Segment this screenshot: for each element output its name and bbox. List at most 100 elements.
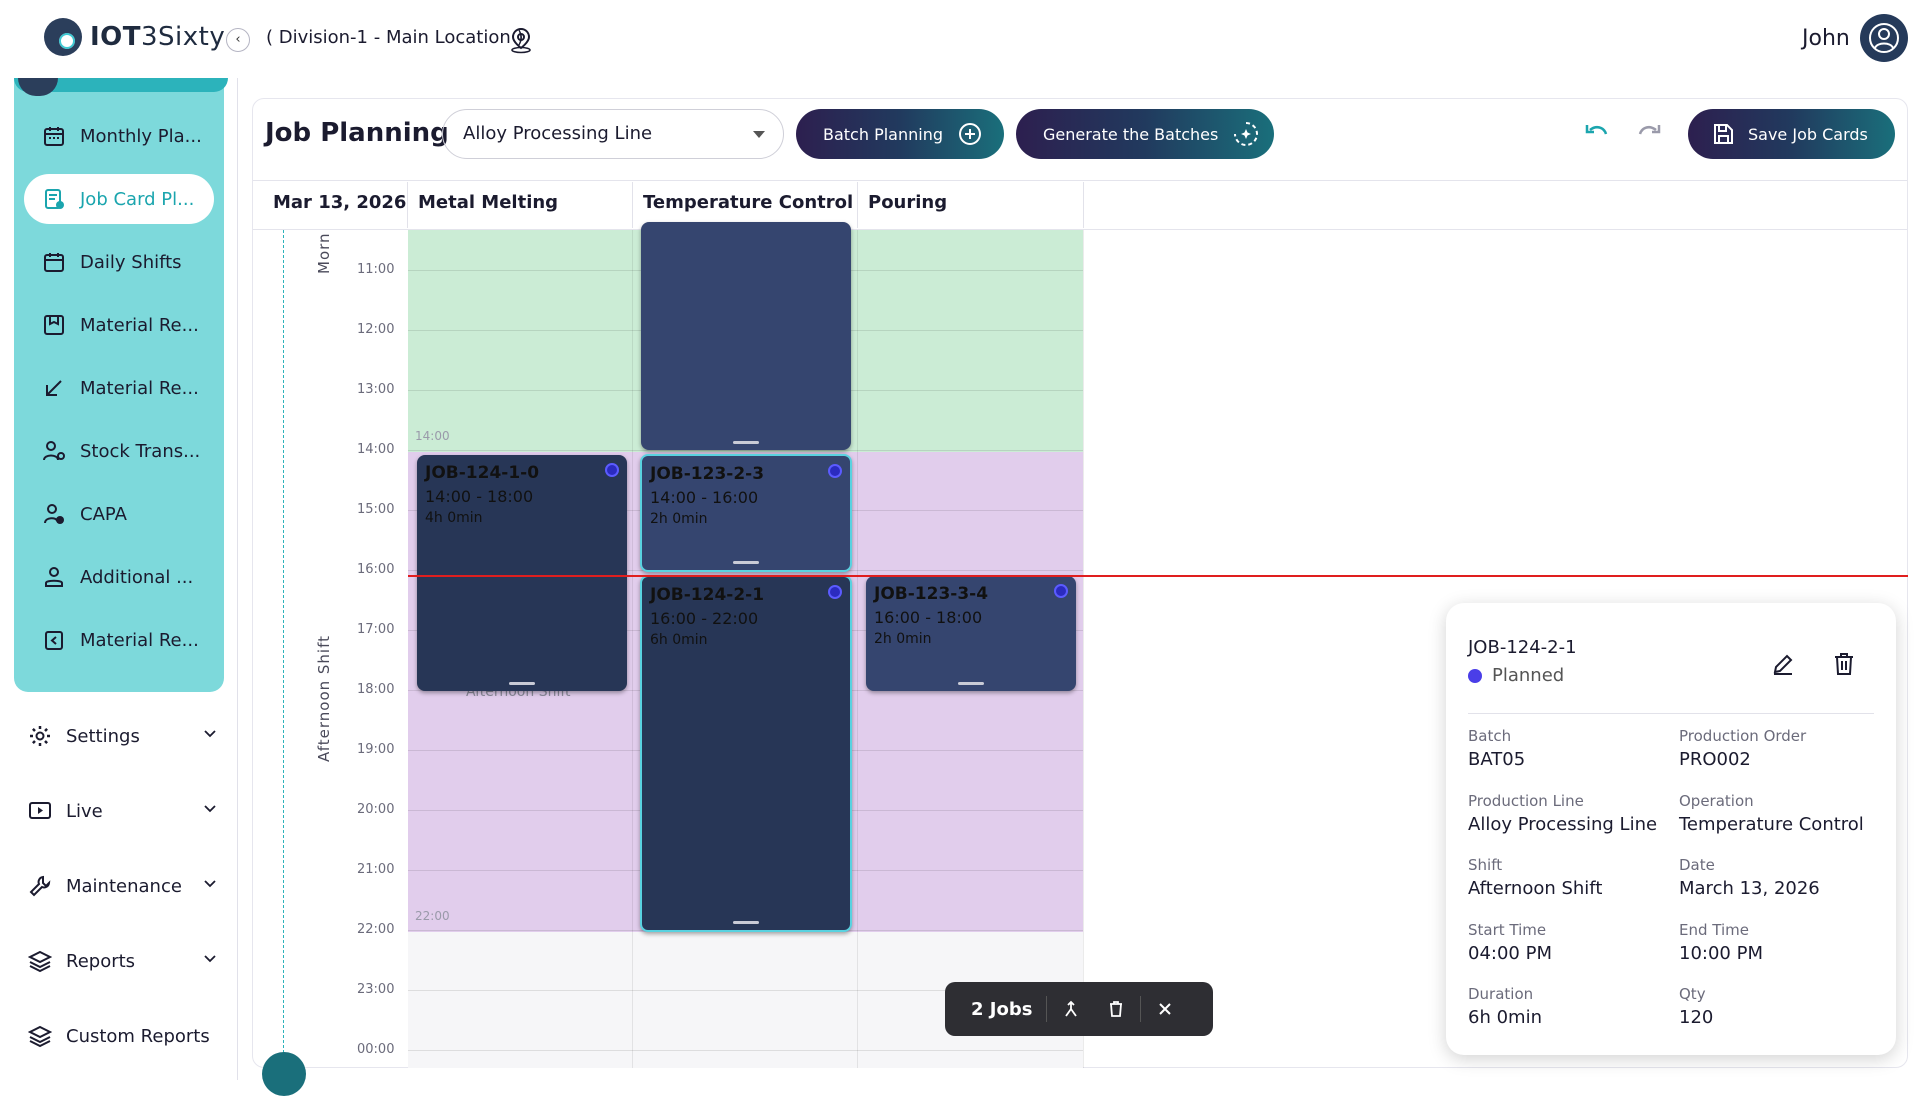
field-value-end-time: 10:00 PM [1679, 943, 1763, 964]
job-card[interactable]: JOB-123-3-4 16:00 - 18:00 2h 0min [866, 576, 1076, 691]
sidebar-item-material-receipt[interactable]: Material Re... [24, 363, 214, 413]
shift-end-time: 14:00 [415, 429, 450, 443]
job-time: 16:00 - 18:00 [874, 608, 983, 627]
field-label-duration: Duration [1468, 985, 1534, 1003]
job-id: JOB-123-2-3 [650, 464, 765, 484]
sidebar-group-live[interactable]: Live [28, 791, 218, 831]
job-id: JOB-123-3-4 [874, 584, 989, 604]
shift-end-time: 22:00 [415, 909, 450, 923]
hour-label: 21:00 [357, 862, 395, 877]
divider [1140, 996, 1142, 1022]
person-icon [45, 567, 63, 587]
top-bar: IOT3Sixty ‹ ( Division-1 - Main Location… [0, 0, 1920, 78]
sidebar-group-label: Reports [66, 950, 136, 972]
hour-label: 14:00 [357, 442, 395, 457]
user-name[interactable]: John [1802, 26, 1850, 51]
trash-icon[interactable] [1106, 999, 1126, 1019]
location-label: ( Division-1 - Main Location ) [266, 27, 524, 48]
resize-handle[interactable] [733, 441, 759, 444]
material-box-icon [44, 315, 64, 335]
sidebar-item-material-request[interactable]: Material Re... [24, 300, 214, 350]
job-card[interactable] [641, 222, 851, 450]
sidebar-group-reports[interactable]: Reports [28, 941, 218, 981]
status-dot [1054, 584, 1068, 598]
hour-gridline [408, 1050, 1083, 1051]
layers-icon [28, 950, 52, 973]
sidebar-item-additional[interactable]: Additional ... [24, 552, 214, 602]
sidebar-group-settings[interactable]: Settings [28, 716, 218, 756]
job-id: JOB-124-1-0 [425, 463, 540, 483]
generate-batches-label: Generate the Batches [1043, 124, 1219, 144]
current-time-line [408, 575, 1908, 577]
production-line-select[interactable]: Alloy Processing Line [442, 109, 784, 159]
hour-label: 22:00 [357, 922, 395, 937]
field-value-qty: 120 [1679, 1007, 1714, 1028]
column-header-temperature-control: Temperature Control [643, 192, 854, 213]
resize-handle[interactable] [958, 682, 984, 685]
job-duration: 2h 0min [650, 511, 708, 527]
sidebar-parent-tab[interactable] [14, 78, 228, 92]
save-job-cards-button[interactable]: Save Job Cards [1688, 109, 1895, 159]
job-card-selected[interactable]: JOB-124-2-1 16:00 - 22:00 6h 0min [640, 575, 852, 932]
job-duration: 2h 0min [874, 631, 932, 647]
job-card[interactable]: JOB-123-2-3 14:00 - 16:00 2h 0min [640, 454, 852, 572]
hour-label: 12:00 [357, 322, 395, 337]
save-cards-icon [1714, 124, 1733, 144]
capa-user-icon [44, 504, 64, 524]
logo-mark-icon [44, 18, 82, 56]
sidebar-item-material-return[interactable]: Material Re... [24, 615, 214, 665]
sidebar-item-monthly-planning[interactable]: Monthly Pla... [24, 111, 214, 161]
hour-label: 23:00 [357, 982, 395, 997]
sidebar-item-job-card-planning[interactable]: Job Card Pl... [24, 174, 214, 224]
column-header-pouring: Pouring [868, 192, 948, 213]
calendar-icon [44, 127, 64, 146]
save-job-cards-label: Save Job Cards [1748, 124, 1868, 144]
status-dot [605, 463, 619, 477]
dropdown-caret-icon [753, 131, 765, 138]
sidebar-group-maintenance[interactable]: Maintenance [28, 866, 218, 906]
detail-job-id: JOB-124-2-1 [1468, 637, 1577, 658]
chevron-down-icon [204, 805, 216, 813]
column-separator [857, 182, 858, 228]
hour-gridline [408, 450, 1083, 451]
sidebar-group-label: Custom Reports [66, 1025, 210, 1047]
sidebar-item-label: CAPA [80, 503, 127, 525]
app-logo[interactable]: IOT3Sixty [44, 18, 225, 56]
sidebar-group-label: Settings [66, 725, 140, 747]
field-value-production-order: PRO002 [1679, 749, 1751, 770]
sidebar-group-custom-reports[interactable]: Custom Reports [28, 1016, 218, 1056]
undo-icon[interactable] [1584, 122, 1610, 144]
resize-handle[interactable] [509, 682, 535, 685]
resize-handle[interactable] [733, 921, 759, 924]
field-label-production-line: Production Line [1468, 792, 1584, 810]
user-avatar[interactable] [1860, 14, 1908, 62]
redo-icon[interactable] [1636, 122, 1662, 144]
arrow-down-left-icon [46, 380, 62, 396]
scroll-shift-button[interactable] [262, 1052, 306, 1096]
edit-pencil-icon[interactable] [1770, 651, 1796, 677]
sidebar-item-daily-shifts[interactable]: Daily Shifts [24, 237, 214, 287]
job-id: JOB-124-2-1 [650, 585, 765, 605]
column-divider [1083, 230, 1084, 1068]
hour-label: 13:00 [357, 382, 395, 397]
field-value-operation: Temperature Control [1679, 814, 1864, 835]
location-pin-icon[interactable] [508, 26, 534, 54]
column-divider [632, 230, 633, 1068]
field-label-batch: Batch [1468, 727, 1512, 745]
sidebar-group-label: Live [66, 800, 103, 822]
sidebar-parent-icon [18, 78, 58, 96]
generate-batches-button[interactable]: Generate the Batches [1016, 109, 1274, 159]
trash-icon[interactable] [1832, 651, 1856, 677]
field-label-qty: Qty [1679, 985, 1706, 1003]
resize-handle[interactable] [733, 561, 759, 564]
sidebar-item-label: Daily Shifts [80, 251, 182, 273]
collapse-sidebar-button[interactable]: ‹ [226, 28, 250, 52]
sidebar-item-stock-transfer[interactable]: Stock Trans... [24, 426, 214, 476]
job-card[interactable]: JOB-124-1-0 14:00 - 18:00 4h 0min [417, 455, 627, 691]
batch-planning-button[interactable]: Batch Planning [796, 109, 1004, 159]
sidebar-item-capa[interactable]: CAPA [24, 489, 214, 539]
spacer [1093, 996, 1094, 1022]
merge-icon[interactable] [1061, 999, 1081, 1019]
close-icon[interactable] [1155, 999, 1175, 1019]
sidebar-item-label: Material Re... [80, 377, 199, 399]
